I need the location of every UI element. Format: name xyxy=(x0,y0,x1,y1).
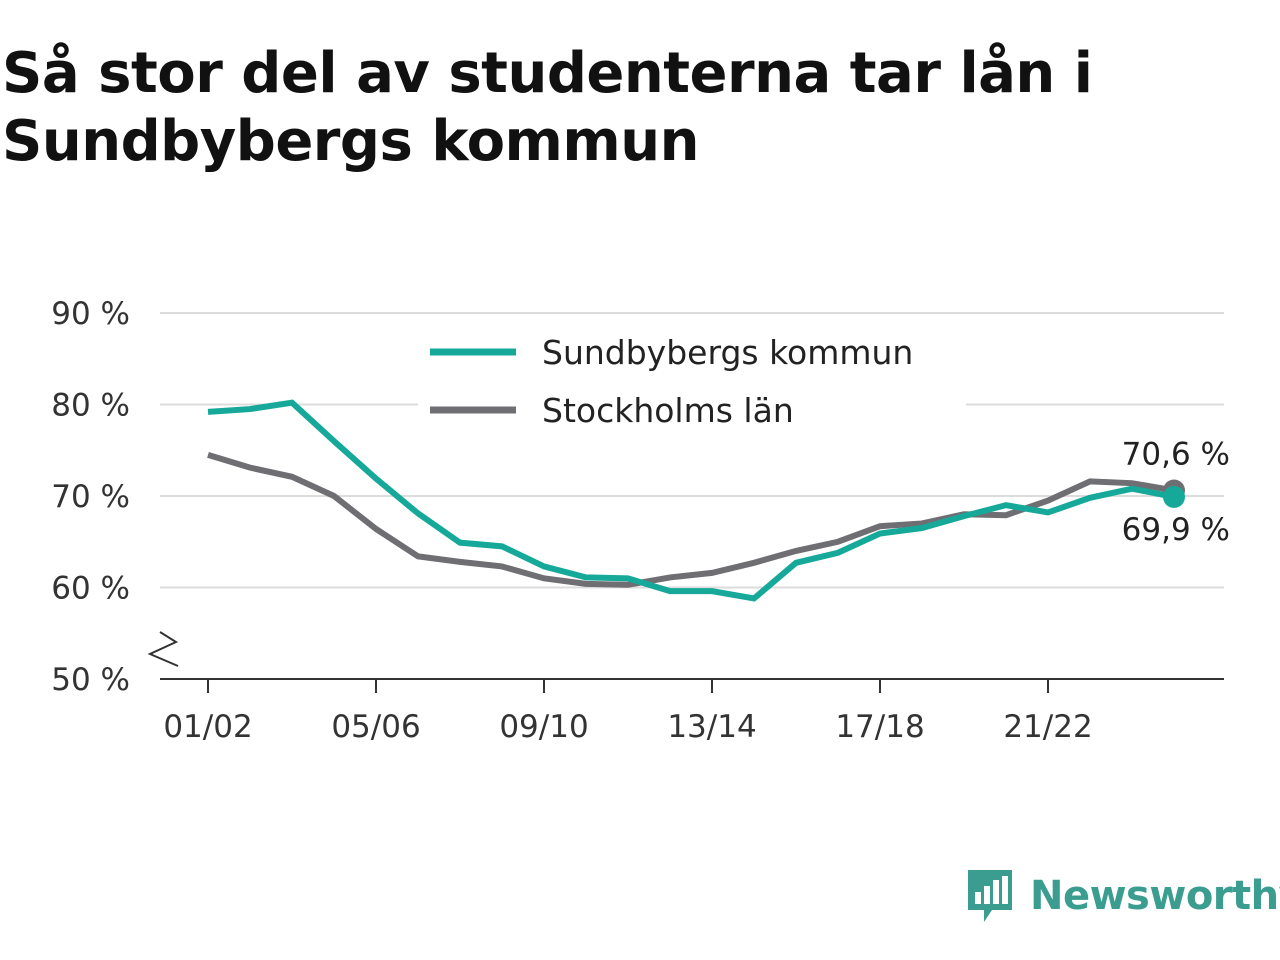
series-end-marker xyxy=(1163,485,1185,508)
newsworthy-bar-chart-icon xyxy=(968,870,1012,922)
x-tick-label: 09/10 xyxy=(499,709,588,745)
x-tick-label: 13/14 xyxy=(667,709,756,745)
x-tick-label: 17/18 xyxy=(835,709,924,745)
chart-title: Så stor del av studenterna tar lån i Sun… xyxy=(2,41,1093,174)
legend: Sundbybergs kommun Stockholms län xyxy=(418,325,966,435)
y-axis-break xyxy=(147,631,179,667)
newsworthy-logo: Newsworthy xyxy=(964,864,1280,928)
series-line xyxy=(207,399,1175,602)
y-tick-label: 90 % xyxy=(51,296,130,332)
end-label-stockholms-lan: 70,6 % xyxy=(1122,437,1230,473)
x-tick-label: 21/22 xyxy=(1003,709,1092,745)
series-lines xyxy=(207,399,1185,602)
legend-label: Sundbybergs kommun xyxy=(542,333,913,372)
legend-background xyxy=(418,325,966,435)
y-tick-label: 50 % xyxy=(51,662,130,698)
axes: 50 % 60 % 70 % 80 % 90 % 01/02 05/06 09/10 13/14… xyxy=(51,296,1224,745)
end-label-sundbybergs-kommun: 69,9 % xyxy=(1122,512,1230,548)
x-tick-label: 05/06 xyxy=(331,709,420,745)
series-line xyxy=(207,451,1175,588)
y-tick-label: 60 % xyxy=(51,571,130,607)
y-tick-label: 80 % xyxy=(51,388,130,424)
x-tick-label: 01/02 xyxy=(163,709,252,745)
end-labels: 70,6 % 69,9 % xyxy=(1122,437,1230,548)
legend-label: Stockholms län xyxy=(542,391,794,430)
y-tick-label: 70 % xyxy=(51,479,130,515)
brand-name: Newsworthy xyxy=(1030,873,1280,919)
